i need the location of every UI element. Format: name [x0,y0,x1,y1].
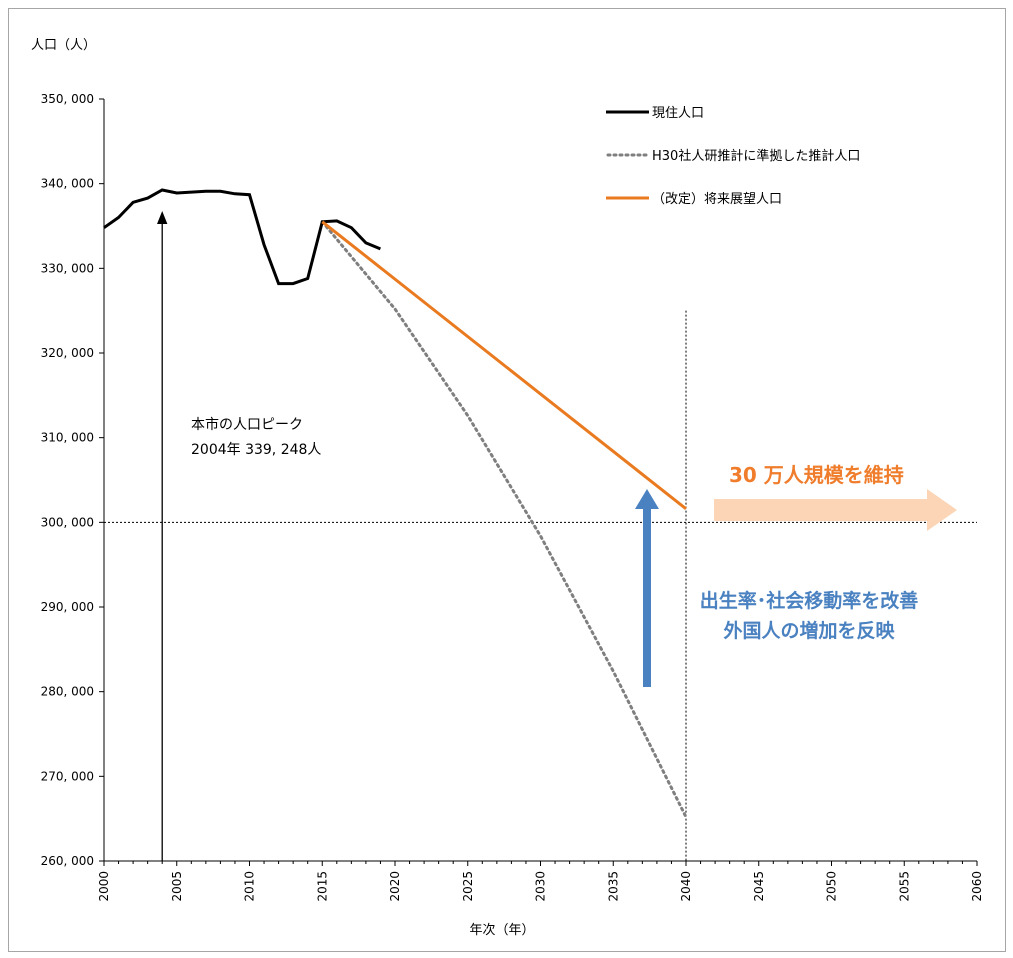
x-tick-label: 2005 [170,871,184,902]
y-tick-label: 320, 000 [41,346,94,360]
legend-label-projected: H30社人研推計に準拠した推計人口 [652,148,860,164]
x-tick-label: 2040 [679,871,693,902]
chart-frame: 人口（人） 年次（年） 260, 000 270, 000 280, 000 290,… [8,8,1006,952]
y-tick-label: 280, 000 [41,685,94,699]
peak-annotation-line2: 2004年 339, 248人 [191,442,321,458]
legend: 現住人口 H30社人研推計に準拠した推計人口 （改定）将来展望人口 [606,106,860,207]
y-tick-label: 350, 000 [41,92,94,106]
x-tick-label: 2050 [825,871,839,902]
series-revised-line [321,220,687,510]
population-line-chart: 人口（人） 年次（年） 260, 000 270, 000 280, 000 290,… [31,38,984,938]
series-projected-line [320,220,688,819]
x-axis-ticks: 2000 2005 2010 2015 2020 2025 2030 2035 2040 2045… [97,861,984,902]
y-tick-label: 330, 000 [41,261,94,275]
maintain-note: 30 万人規模を維持 [729,463,904,487]
x-tick-label: 2020 [388,871,402,902]
improvement-note-line2: 外国人の増加を反映 [723,619,895,642]
peak-annotation-line1: 本市の人口ピーク [191,416,303,433]
x-tick-label: 2045 [752,871,766,902]
y-tick-label: 310, 000 [41,431,94,445]
improvement-arrow [635,489,659,687]
x-tick-label: 2035 [606,871,620,902]
y-tick-label: 260, 000 [41,854,94,868]
improvement-note-line1: 出生率･社会移動率を改善 [700,589,919,612]
y-tick-label: 340, 000 [41,177,94,191]
x-tick-label: 2025 [461,871,475,902]
x-tick-label: 2000 [97,871,111,902]
x-tick-label: 2010 [243,871,257,902]
x-axis-title: 年次（年） [469,922,534,938]
y-axis-ticks: 260, 000 270, 000 280, 000 290, 000 300, 000… [41,92,104,868]
x-tick-label: 2055 [897,871,911,902]
y-tick-label: 300, 000 [41,515,94,529]
y-tick-label: 290, 000 [41,600,94,614]
x-tick-label: 2060 [970,871,984,902]
legend-label-actual: 現住人口 [652,106,704,121]
x-tick-label: 2030 [534,871,548,902]
x-tick-label: 2015 [315,871,329,902]
series-actual-line [103,188,381,286]
y-tick-label: 270, 000 [41,769,94,783]
legend-label-revised: （改定）将来展望人口 [652,191,782,207]
maintain-arrow [714,489,957,531]
y-axis-title: 人口（人） [31,38,96,53]
